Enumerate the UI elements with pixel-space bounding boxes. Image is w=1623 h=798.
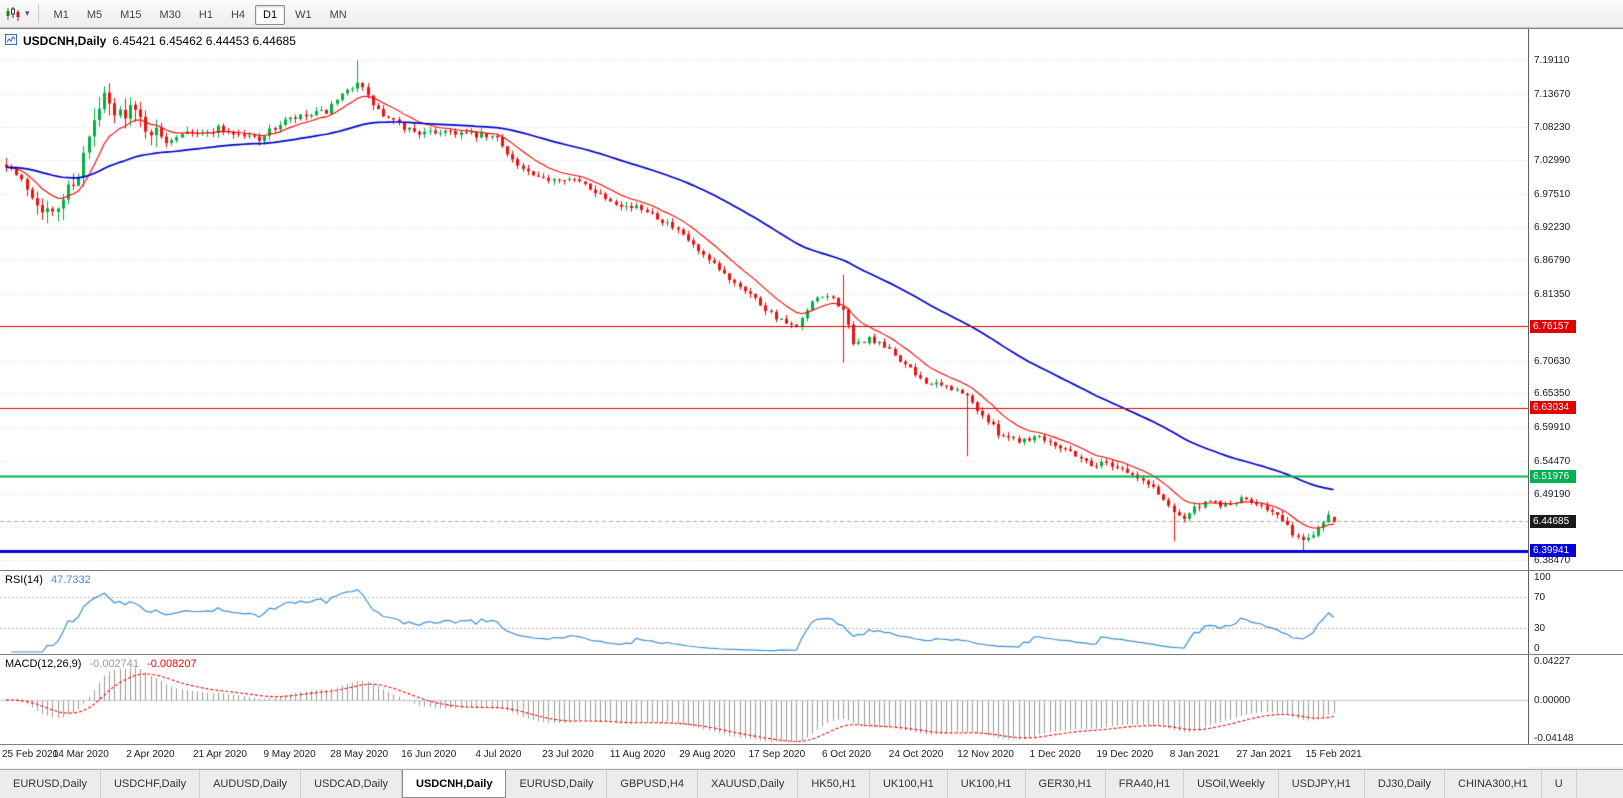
rsi-macd-separator[interactable]: [0, 654, 1623, 655]
price-axis-label: 6.86790: [1534, 255, 1571, 267]
symbol-period-label: USDCNH,Daily: [23, 34, 107, 48]
date-axis-label: 11 Aug 2020: [609, 749, 666, 760]
rsi-name-label: RSI(14): [5, 574, 43, 586]
chart-tab-11-ger30-h1[interactable]: GER30,H1: [1026, 770, 1106, 798]
price-axis-label: 7.19110: [1534, 55, 1570, 66]
chart-tab-15-dj30-daily[interactable]: DJ30,Daily: [1365, 770, 1446, 798]
chart-tab-1-usdchf-daily[interactable]: USDCHF,Daily: [101, 770, 201, 798]
chart-tabs-bar: EURUSD,Daily USDCHF,Daily AUDUSD,Daily USDC…: [0, 769, 1623, 798]
chart-tab-17-u[interactable]: U: [1542, 770, 1577, 798]
chart-type-dropdown-caret[interactable]: ▾: [25, 8, 30, 18]
date-axis-label: 21 Apr 2020: [193, 749, 247, 760]
macd-axis-label: -0.04148: [1534, 733, 1574, 744]
chart-tab-8-hk50-h1[interactable]: HK50,H1: [798, 770, 870, 798]
rsi-axis-label: 30: [1534, 623, 1546, 635]
price-axis-label: 6.92230: [1534, 221, 1571, 233]
timeframe-toolbar: ▾ M1 M5 M15 M30 H1 H4 D1 W1 MN: [0, 0, 1623, 28]
price-axis-label: 6.81350: [1534, 289, 1571, 301]
timeframe-button-h1[interactable]: H1: [198, 8, 213, 21]
date-axis[interactable]: 25 Feb 2020 14 Mar 2020 2 Apr 2020 21 Apr 2…: [0, 745, 1528, 768]
date-axis-label: 2 Apr 2020: [126, 749, 175, 760]
price-chart-canvas[interactable]: [0, 29, 1528, 745]
chart-tab-3-usdcad-daily[interactable]: USDCAD,Daily: [301, 770, 403, 798]
date-axis-label: 17 Sep 2020: [748, 749, 806, 760]
ohlc-quotes: 6.45421 6.45462 6.44453 6.44685: [112, 34, 296, 48]
price-marker-6-51976: 6.51976: [1530, 469, 1576, 483]
price-axis-label: 7.02990: [1534, 154, 1571, 166]
date-axis-label: 19 Dec 2020: [1096, 749, 1154, 760]
timeframe-button-w1[interactable]: W1: [295, 8, 312, 21]
chart-window: USDCNH,Daily 6.45421 6.45462 6.44453 6.4…: [0, 28, 1623, 768]
date-axis-label: 12 Nov 2020: [957, 749, 1014, 760]
macd-axis-label: 0.00000: [1534, 694, 1571, 706]
timeframe-button-m15[interactable]: M15: [120, 8, 142, 21]
chart-title: USDCNH,Daily 6.45421 6.45462 6.44453 6.4…: [5, 34, 296, 48]
chart-tab-13-usoil-weekly[interactable]: USOil,Weekly: [1184, 770, 1279, 798]
timeframe-buttons-group: M1 M5 M15 M30 H1 H4 D1 W1 MN: [45, 4, 356, 25]
rsi-header: RSI(14) 47.7332: [5, 574, 91, 586]
toolbar-separator: [37, 4, 39, 23]
chart-tab-4-usdcnh-daily[interactable]: USDCNH,Daily: [402, 770, 507, 798]
price-axis-label: 6.38470: [1534, 555, 1571, 566]
timeframe-button-mn[interactable]: MN: [329, 8, 347, 21]
price-axis-label: 7.13670: [1534, 88, 1571, 100]
price-axis-label: 6.97510: [1534, 188, 1571, 200]
price-marker-6-76157: 6.76157: [1530, 319, 1576, 333]
price-axis-label: 6.49190: [1534, 488, 1571, 500]
date-axis-label: 8 Jan 2021: [1169, 749, 1220, 760]
rsi-axis-label: 0: [1534, 643, 1540, 654]
date-axis-label: 16 Jun 2020: [401, 749, 457, 760]
chart-tab-10-uk100-h1[interactable]: UK100,H1: [948, 770, 1026, 798]
chart-tab-16-china300-h1[interactable]: CHINA300,H1: [1445, 770, 1542, 798]
date-axis-label: 4 Jul 2020: [475, 749, 522, 760]
price-marker-6-63034: 6.63034: [1530, 401, 1576, 415]
chart-window-icon: [5, 34, 17, 48]
chart-tab-5-eurusd-daily[interactable]: EURUSD,Daily: [506, 770, 608, 798]
chart-tab-2-audusd-daily[interactable]: AUDUSD,Daily: [200, 770, 302, 798]
chart-tab-9-uk100-h1[interactable]: UK100,H1: [870, 770, 948, 798]
timeframe-button-d1[interactable]: D1: [255, 4, 286, 25]
price-axis-label: 6.54470: [1534, 455, 1571, 467]
date-axis-label: 25 Feb 2020: [2, 749, 59, 760]
timeframe-button-m5[interactable]: M5: [86, 8, 103, 21]
date-axis-label: 14 Mar 2020: [52, 749, 109, 760]
price-marker-6-44685: 6.44685: [1530, 514, 1576, 528]
date-axis-label: 23 Jul 2020: [542, 749, 594, 760]
chart-tab-12-fra40-h1[interactable]: FRA40,H1: [1106, 770, 1185, 798]
macd-axis-label: 0.04227: [1534, 656, 1571, 667]
macd-main-value: -0.002741: [89, 658, 140, 670]
date-axis-label: 1 Dec 2020: [1029, 749, 1081, 760]
date-axis-label: 29 Aug 2020: [679, 749, 736, 760]
price-axis-label: 6.70630: [1534, 355, 1571, 367]
macd-name-label: MACD(12,26,9): [5, 658, 82, 670]
rsi-axis-label: 70: [1534, 591, 1546, 603]
price-axis[interactable]: 7.19110 7.13670 7.08230 7.02990 6.97510 6.922…: [1528, 29, 1623, 745]
chart-tab-7-xauusd-daily[interactable]: XAUUSD,Daily: [698, 770, 799, 798]
macd-signal-value: -0.008207: [147, 658, 197, 670]
timeframe-button-h4[interactable]: H4: [230, 8, 246, 21]
price-axis-label: 6.59910: [1534, 422, 1571, 434]
chart-tab-14-usdjpy-h1[interactable]: USDJPY,H1: [1279, 770, 1365, 798]
rsi-axis-label: 100: [1534, 572, 1551, 583]
date-axis-label: 27 Jan 2021: [1236, 749, 1292, 760]
timeframe-button-m30[interactable]: M30: [159, 8, 181, 21]
date-axis-label: 28 May 2020: [330, 749, 389, 760]
main-rsi-separator[interactable]: [0, 570, 1623, 571]
macd-header: MACD(12,26,9) -0.002741 -0.008207: [5, 658, 197, 670]
chart-tab-0-eurusd-daily[interactable]: EURUSD,Daily: [0, 770, 101, 798]
price-marker-6-39941: 6.39941: [1530, 544, 1576, 558]
date-axis-label: 24 Oct 2020: [888, 749, 944, 760]
date-axis-label: 15 Feb 2021: [1305, 749, 1362, 760]
price-axis-label: 7.08230: [1534, 122, 1571, 134]
chart-type-icon[interactable]: [5, 6, 21, 21]
rsi-value: 47.7332: [50, 574, 91, 586]
timeframe-button-m1[interactable]: M1: [53, 8, 69, 21]
price-axis-label: 6.65350: [1534, 388, 1571, 400]
chart-tab-6-gbpusd-h4[interactable]: GBPUSD,H4: [607, 770, 698, 798]
date-axis-label: 9 May 2020: [263, 749, 316, 760]
macd-dateaxis-separator: [0, 744, 1623, 745]
date-axis-label: 6 Oct 2020: [821, 749, 871, 760]
